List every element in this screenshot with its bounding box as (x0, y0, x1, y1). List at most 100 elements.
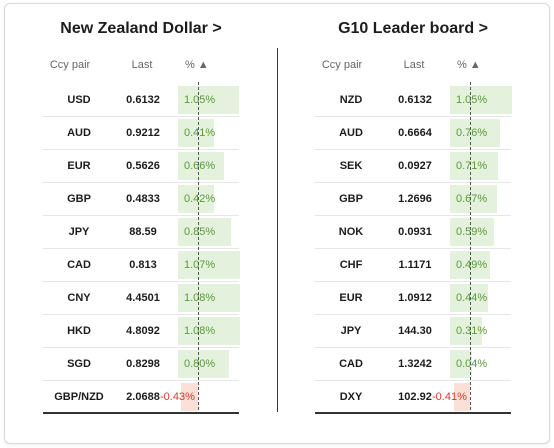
positive-change-bar (178, 317, 240, 345)
header-ccy-pair[interactable]: Ccy pair (49, 59, 91, 71)
positive-change-bar (450, 119, 501, 147)
table-row[interactable]: USD 0.6132 1.05% (43, 84, 239, 117)
percent-change-cell: 0.31% (456, 325, 488, 337)
last-price-cell: 0.0927 (398, 160, 432, 172)
last-price-cell: 1.3242 (398, 358, 432, 370)
percent-change-cell: -0.43% (160, 391, 195, 403)
ccy-pair-cell: CNY (67, 292, 91, 304)
zero-line (198, 82, 199, 410)
table-row[interactable]: SGD 0.8298 0.80% (43, 348, 239, 381)
ccy-pair-cell: NOK (338, 226, 364, 238)
nzd-panel: New Zealand Dollar > Ccy pair Last % ▲ U… (43, 4, 240, 443)
table-row[interactable]: AUD 0.9212 0.41% (43, 117, 239, 150)
header-last[interactable]: Last (403, 59, 425, 71)
table-row[interactable]: SEK 0.0927 0.71% (315, 150, 511, 183)
percent-change-cell: 0.67% (456, 193, 488, 205)
percent-change-cell: 0.85% (184, 226, 216, 238)
last-price-cell: 0.4833 (126, 193, 160, 205)
last-price-cell: 1.0912 (398, 292, 432, 304)
ccy-pair-cell: CAD (67, 259, 91, 271)
ccy-pair-cell: EUR (339, 292, 363, 304)
ccy-pair-cell: JPY (68, 226, 90, 238)
positive-change-bar (178, 251, 240, 279)
last-price-cell: 0.8298 (126, 358, 160, 370)
percent-change-cell: 0.71% (456, 160, 488, 172)
table-row[interactable]: EUR 0.5626 0.66% (43, 150, 239, 183)
zero-line (470, 82, 471, 410)
last-price-cell: 0.6132 (398, 94, 432, 106)
ccy-pair-cell: EUR (67, 160, 91, 172)
header-ccy-pair[interactable]: Ccy pair (321, 59, 363, 71)
percent-change-cell: 0.41% (184, 127, 216, 139)
last-price-cell: 0.0931 (398, 226, 432, 238)
ccy-pair-cell: NZD (339, 94, 363, 106)
negative-change-bar (453, 383, 470, 411)
positive-change-bar (178, 152, 224, 180)
table-row[interactable]: GBP 1.2696 0.67% (315, 183, 511, 216)
g10-table-rows: NZD 0.6132 1.05% AUD 0.6664 0.76% SEK 0.0927 0.7… (315, 84, 512, 414)
ccy-pair-cell: HKD (67, 325, 91, 337)
ccy-pair-cell: USD (67, 94, 91, 106)
ccy-pair-cell: AUD (67, 127, 91, 139)
percent-change-cell: 0.49% (456, 259, 488, 271)
panel-divider (277, 48, 278, 412)
table-row[interactable]: DXY 102.92 -0.41% (315, 381, 511, 414)
table-row[interactable]: CNY 4.4501 1.08% (43, 282, 240, 315)
positive-change-bar (178, 185, 215, 213)
table-row[interactable]: JPY 88.59 0.85% (43, 216, 239, 249)
positive-change-bar (450, 317, 483, 345)
positive-change-bar (450, 251, 490, 279)
table-row[interactable]: CHF 1.1171 0.49% (315, 249, 511, 282)
percent-change-cell: 0.66% (184, 160, 216, 172)
percent-change-cell: 0.76% (456, 127, 488, 139)
ccy-pair-cell: JPY (340, 325, 362, 337)
percent-change-cell: 1.08% (184, 325, 216, 337)
ccy-pair-cell: GBP (67, 193, 91, 205)
header-percent-sort[interactable]: % ▲ (457, 59, 481, 71)
g10-table-header: Ccy pair Last % ▲ (315, 56, 511, 76)
last-price-cell: 0.6664 (398, 127, 432, 139)
last-price-cell: 4.4501 (126, 292, 160, 304)
table-row[interactable]: HKD 4.8092 1.08% (43, 315, 240, 348)
positive-change-bar (450, 152, 499, 180)
table-row[interactable]: CAD 0.813 1.07% (43, 249, 240, 282)
table-row[interactable]: GBP 0.4833 0.42% (43, 183, 239, 216)
negative-change-bar (181, 383, 198, 411)
last-price-cell: 0.9212 (126, 127, 160, 139)
ccy-pair-cell: CAD (339, 358, 363, 370)
table-row[interactable]: EUR 1.0912 0.44% (315, 282, 511, 315)
positive-change-bar (178, 218, 232, 246)
g10-panel: G10 Leader board > Ccy pair Last % ▲ NZD… (315, 4, 512, 443)
table-row[interactable]: NZD 0.6132 1.05% (315, 84, 512, 117)
positive-change-bar (450, 185, 497, 213)
table-row[interactable]: CAD 1.3242 0.04% (315, 348, 511, 381)
last-price-cell: 102.92 (398, 391, 432, 403)
last-price-cell: 4.8092 (126, 325, 160, 337)
last-price-cell: 1.2696 (398, 193, 432, 205)
ccy-pair-cell: SGD (67, 358, 91, 370)
last-price-cell: 0.5626 (126, 160, 160, 172)
positive-change-bar (450, 284, 488, 312)
ccy-pair-cell: SEK (339, 160, 363, 172)
percent-change-cell: 0.42% (184, 193, 216, 205)
g10-title-link[interactable]: G10 Leader board > (338, 20, 488, 37)
ccy-pair-cell: DXY (339, 391, 363, 403)
last-price-cell: 88.59 (129, 226, 157, 238)
last-price-cell: 144.30 (398, 325, 432, 337)
positive-change-bar (450, 350, 472, 378)
header-last[interactable]: Last (131, 59, 153, 71)
percent-change-cell: 1.07% (184, 259, 216, 271)
last-price-cell: 2.0688 (126, 391, 160, 403)
table-row[interactable]: NOK 0.0931 0.59% (315, 216, 511, 249)
percent-change-cell: 1.08% (184, 292, 216, 304)
ccy-pair-cell: AUD (339, 127, 363, 139)
percent-change-cell: 0.59% (456, 226, 488, 238)
table-row[interactable]: AUD 0.6664 0.76% (315, 117, 511, 150)
table-row[interactable]: JPY 144.30 0.31% (315, 315, 511, 348)
ccy-pair-cell: GBP (339, 193, 363, 205)
percent-change-cell: -0.41% (432, 391, 467, 403)
table-row[interactable]: GBP/NZD 2.0688 -0.43% (43, 381, 239, 414)
nzd-title-link[interactable]: New Zealand Dollar > (60, 20, 222, 37)
header-percent-sort[interactable]: % ▲ (185, 59, 209, 71)
nzd-table-rows: USD 0.6132 1.05% AUD 0.9212 0.41% EUR 0.5626 0.6… (43, 84, 240, 414)
